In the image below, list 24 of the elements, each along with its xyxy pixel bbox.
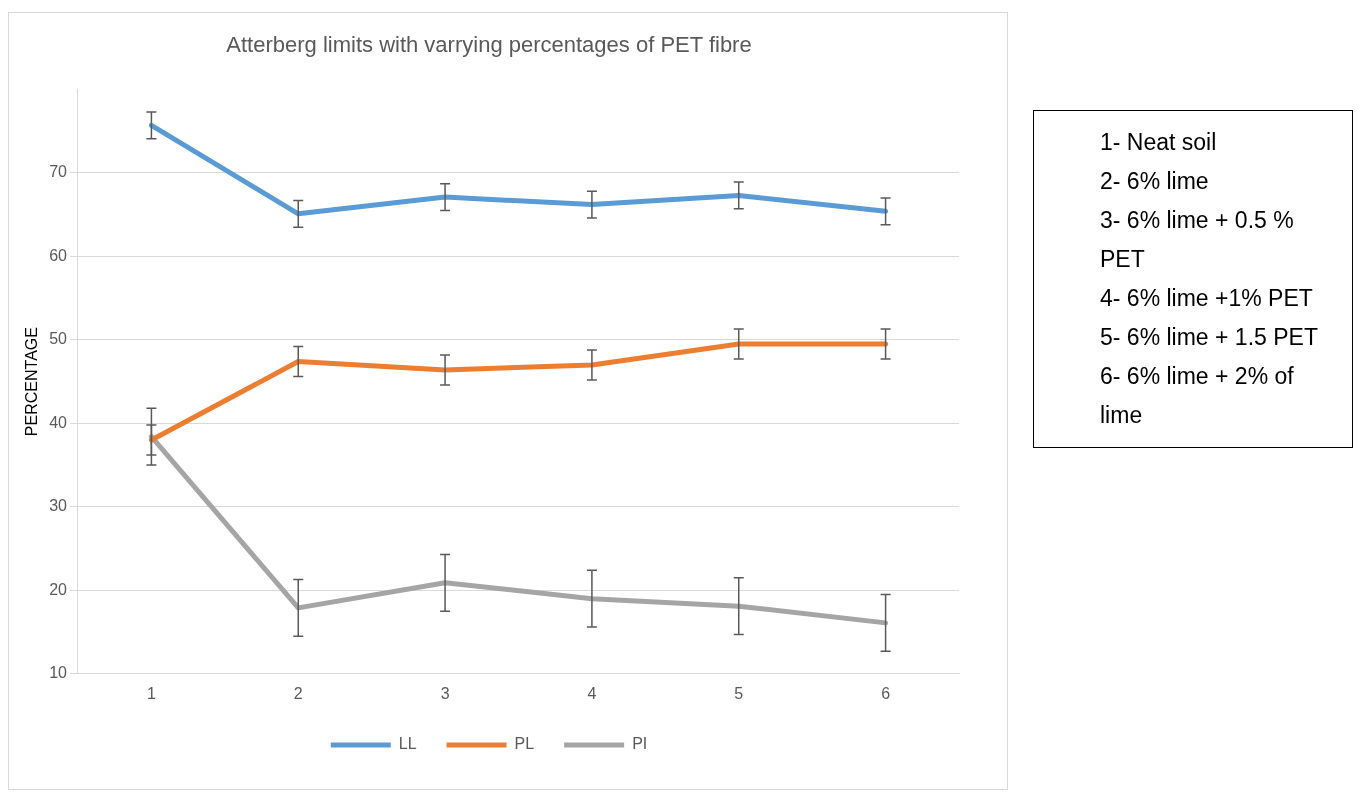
legend-label: PL xyxy=(514,735,535,753)
text: 5- 6% lime + 1.5 PET xyxy=(1099,323,1319,352)
x-tick-label: 3 xyxy=(440,684,450,702)
x-tick-label: 1 xyxy=(146,684,156,702)
y-tick-label: 20 xyxy=(49,580,68,598)
chart-title: Atterberg limits with varrying percentages of PET fibre xyxy=(226,32,752,58)
x-tick-label: 4 xyxy=(587,684,597,702)
text: 4- 6% lime +1% PET xyxy=(1099,284,1314,313)
legend-label: LL xyxy=(398,735,417,753)
text: 3- 6% lime + 0.5 % PET xyxy=(1099,206,1295,274)
text: 6- 6% lime + 2% of lime xyxy=(1099,362,1295,430)
y-tick-label: 70 xyxy=(49,163,68,181)
y-axis-title: PERCENTAGE xyxy=(23,327,41,437)
y-tick-label: 10 xyxy=(49,664,68,682)
x-tick-label: 2 xyxy=(293,684,303,702)
x-tick-label: 6 xyxy=(881,684,891,702)
y-tick-label: 60 xyxy=(49,246,68,264)
text: 2- 6% lime xyxy=(1099,167,1210,196)
text: 1- Neat soil xyxy=(1099,128,1218,157)
y-tick-label: 50 xyxy=(49,330,68,348)
legend-label: PI xyxy=(632,735,648,753)
y-tick-label: 40 xyxy=(49,413,68,431)
x-tick-label: 5 xyxy=(734,684,744,702)
y-tick-label: 30 xyxy=(49,497,68,515)
